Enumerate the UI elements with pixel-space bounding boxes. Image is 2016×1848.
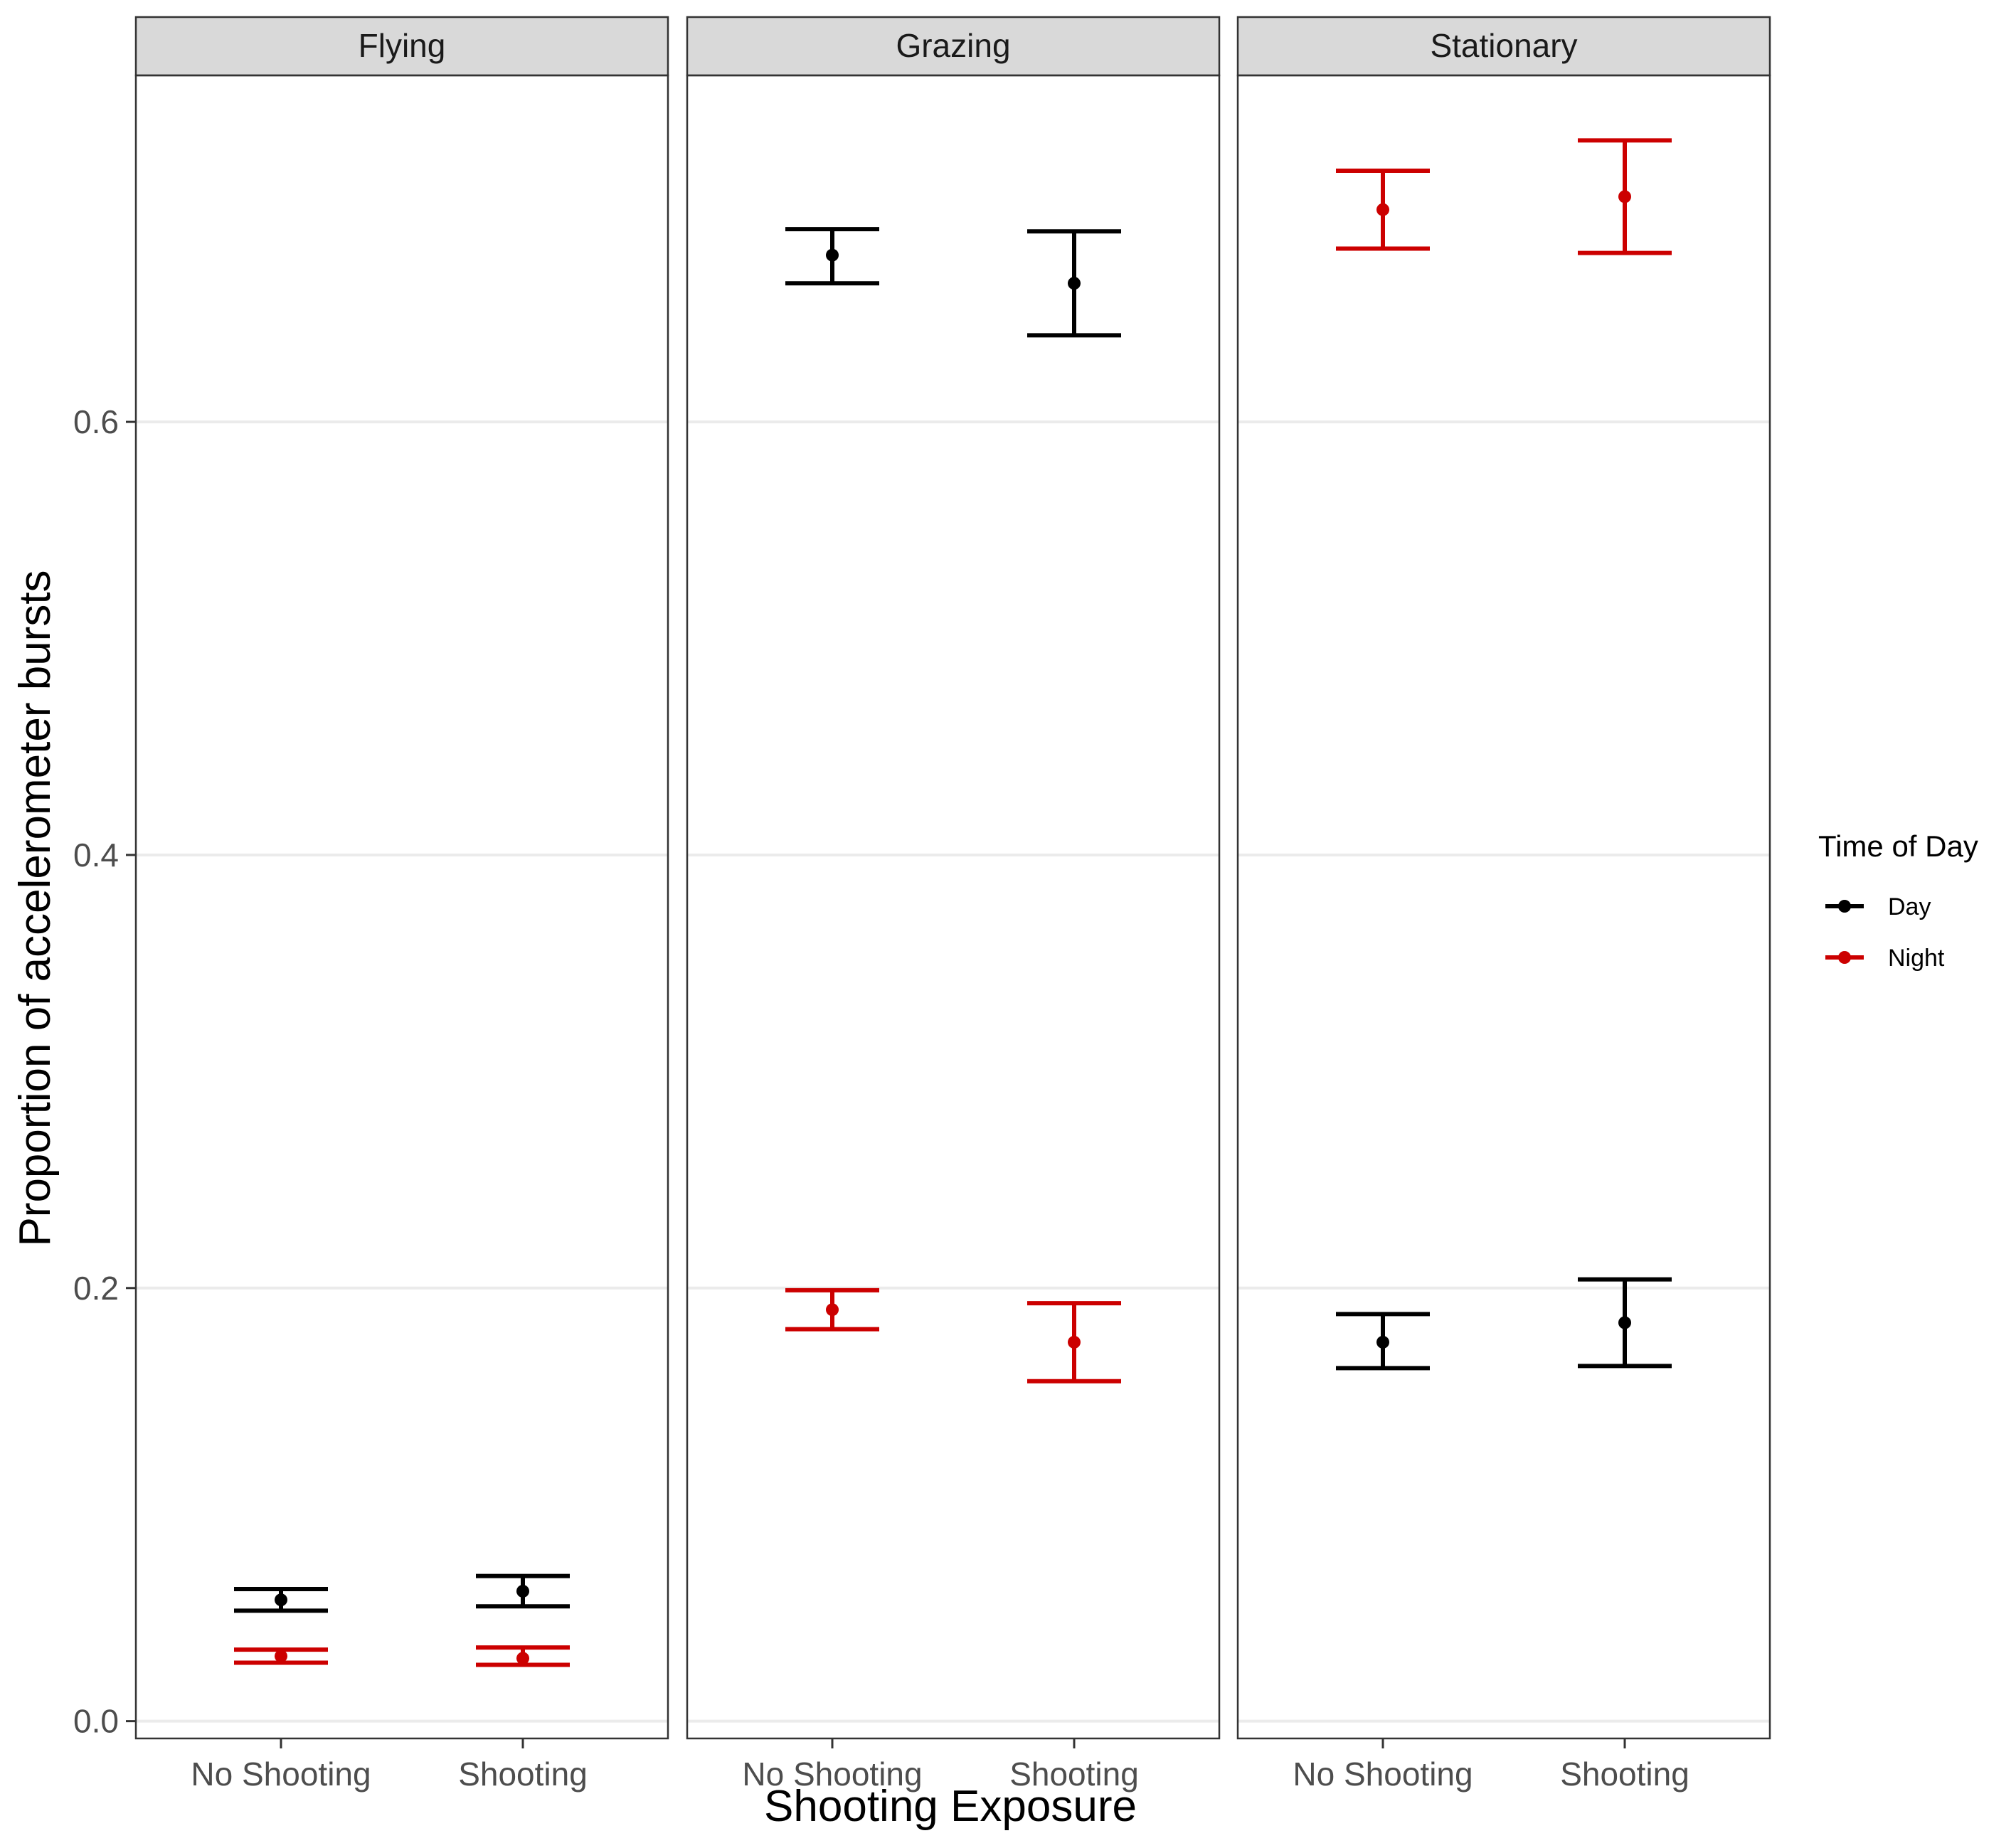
facet-strip [686, 16, 1221, 77]
series-night [1336, 138, 1672, 255]
x-axis-title: Shooting Exposure [764, 1782, 1137, 1831]
panel-border [134, 74, 669, 1740]
y-axis-title: Proportion of accelerometer bursts [11, 570, 60, 1246]
x-tick-label: No Shooting [191, 1756, 371, 1793]
legend: Time of Day Day Night [1818, 829, 1978, 972]
point-estimate [1376, 1335, 1389, 1349]
panel-stationary: Stationary No Shooting Shooting [1236, 16, 1771, 1793]
y-tick-label: 0.6 [73, 403, 119, 440]
x-tick-label: No Shooting [742, 1756, 922, 1793]
point-estimate [1618, 1316, 1631, 1329]
x-tick-label: Shooting [1560, 1756, 1689, 1793]
y-axis: 0.0 0.2 0.4 0.6 [73, 403, 136, 1740]
facet-label: Grazing [896, 27, 1010, 64]
point-estimate [1068, 1335, 1081, 1349]
x-tick-label: Shooting [458, 1756, 588, 1793]
panel-background [136, 75, 668, 1738]
x-tick-label: Shooting [1009, 1756, 1139, 1793]
legend-label: Day [1888, 893, 1931, 920]
facet-strip [1236, 16, 1771, 77]
y-tick-label: 0.4 [73, 837, 119, 873]
panel-flying: Flying No Shooting Shooting [134, 16, 669, 1793]
point-estimate [275, 1650, 287, 1663]
point-estimate [1068, 277, 1081, 290]
x-tick-label: No Shooting [1293, 1756, 1473, 1793]
point-estimate [516, 1584, 529, 1598]
legend-title: Time of Day [1818, 829, 1978, 863]
legend-items: Day Night [1825, 893, 1945, 972]
legend-item-night: Night [1825, 945, 1945, 972]
point-estimate [1618, 190, 1631, 203]
series-day [234, 1573, 570, 1613]
panel-background [1238, 75, 1770, 1738]
legend-key-point [1838, 900, 1851, 913]
facet-panels: Flying No Shooting Shooting Grazing No Shoot… [134, 16, 1771, 1793]
series-night [234, 1645, 570, 1667]
point-estimate [516, 1652, 529, 1665]
legend-item-day: Day [1825, 893, 1931, 920]
panel-grazing: Grazing No Shooting Shooting [686, 16, 1221, 1793]
panel-background [687, 75, 1219, 1738]
point-estimate [275, 1593, 287, 1607]
series-day [785, 227, 1121, 338]
point-estimate [826, 248, 839, 262]
legend-key-point [1838, 951, 1851, 964]
y-tick-label: 0.0 [73, 1703, 119, 1740]
panel-border [1236, 74, 1771, 1740]
facet-label: Flying [359, 27, 446, 64]
point-estimate [1376, 203, 1389, 216]
series-day [1336, 1277, 1672, 1371]
legend-label: Night [1888, 945, 1945, 972]
panel-border [686, 74, 1221, 1740]
facet-label: Stationary [1430, 27, 1577, 64]
series-night [785, 1287, 1121, 1384]
y-tick-label: 0.2 [73, 1270, 119, 1307]
point-estimate [826, 1303, 839, 1317]
